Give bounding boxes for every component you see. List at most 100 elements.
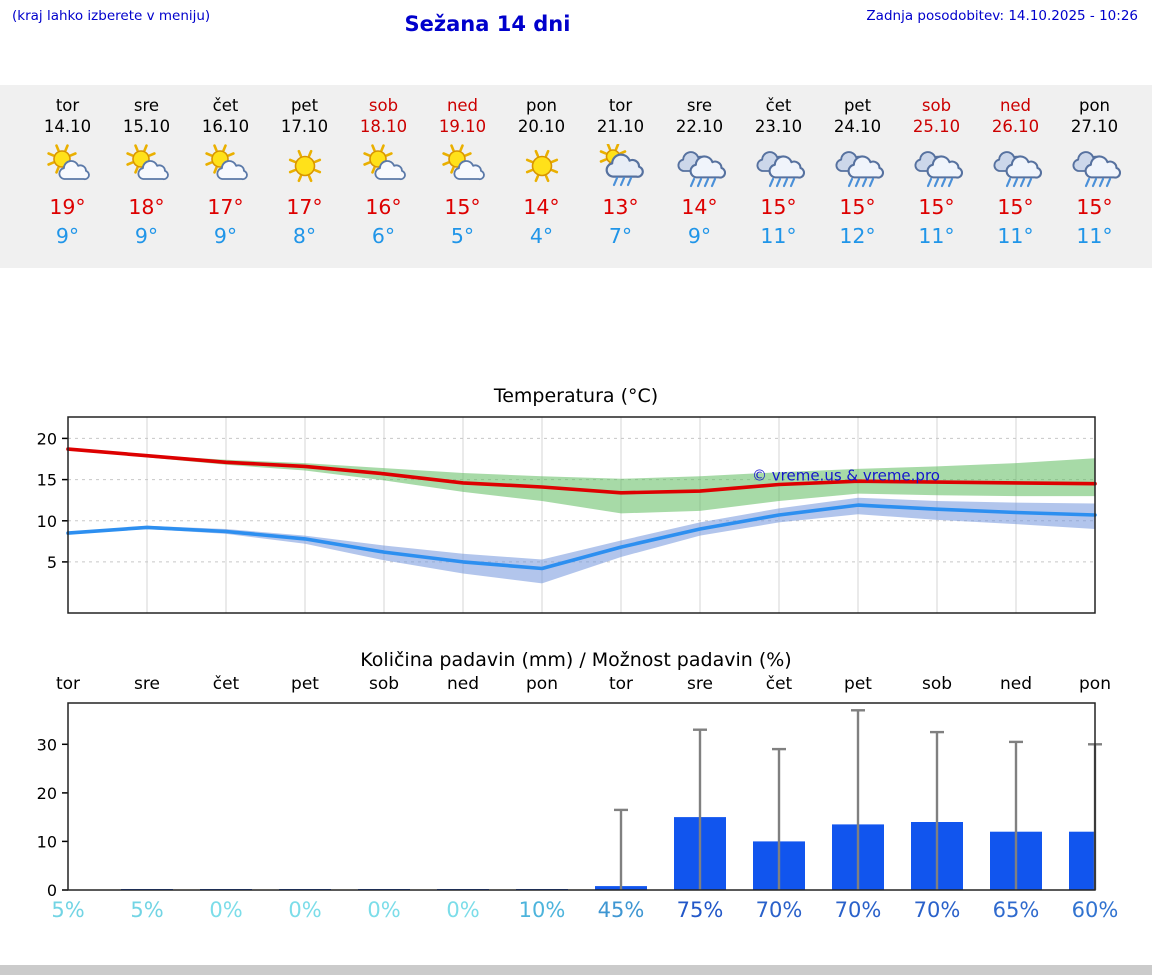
day-date: 14.10	[43, 117, 92, 136]
forecast-day[interactable]: tor 21.10 13° 7°	[581, 95, 660, 268]
min-temperature: 11°	[1076, 224, 1113, 248]
day-date: 16.10	[201, 117, 250, 136]
precipitation-chart: tor sre čet pet sob ned pon tor sre čet pet sob ned p…	[37, 674, 1119, 922]
max-temperature: 16°	[365, 195, 402, 219]
svg-text:15: 15	[37, 471, 57, 490]
page-header: (kraj lahko izberete v meniju) Sežana 14…	[0, 0, 1152, 36]
day-date: 25.10	[912, 117, 961, 136]
svg-text:10: 10	[37, 512, 57, 531]
precip-day-label: pet	[291, 674, 319, 694]
sun-rain-icon	[581, 144, 660, 190]
precip-day-label: tor	[56, 674, 80, 694]
svg-text:5: 5	[47, 553, 57, 572]
day-name: čet	[765, 96, 792, 115]
precip-probability-label: 0%	[209, 898, 242, 922]
precip-day-label: čet	[213, 674, 240, 694]
min-temperature: 9°	[134, 224, 159, 248]
min-temperature: 12°	[839, 224, 876, 248]
rain-icon	[1055, 144, 1134, 190]
rain-icon	[739, 144, 818, 190]
max-temperature: 14°	[681, 195, 718, 219]
day-name: sre	[133, 96, 160, 115]
precip-day-label: sre	[134, 674, 160, 694]
precipitation-section: Količina padavin (mm) / Možnost padavin …	[0, 649, 1152, 923]
day-name: tor	[608, 96, 633, 115]
partly-sunny-icon	[423, 144, 502, 190]
forecast-day[interactable]: sre 15.10 18° 9°	[107, 95, 186, 268]
partly-sunny-icon	[186, 144, 265, 190]
forecast-day[interactable]: pet 17.10 17° 8°	[265, 95, 344, 268]
sunny-icon	[502, 144, 581, 190]
min-temperature: 9°	[213, 224, 238, 248]
day-name: sob	[921, 96, 952, 115]
precip-probability-label: 60%	[1072, 898, 1119, 922]
rain-icon	[818, 144, 897, 190]
precip-day-label: pon	[1079, 674, 1111, 694]
precip-day-label: pet	[844, 674, 872, 694]
forecast-day[interactable]: ned 26.10 15° 11°	[976, 95, 1055, 268]
max-temperature: 19°	[49, 195, 86, 219]
partly-sunny-icon	[107, 144, 186, 190]
day-date: 22.10	[675, 117, 724, 136]
temperature-section: Temperatura (°C) 5 10 15 20 © vreme.us & vre…	[0, 385, 1152, 621]
svg-text:30: 30	[37, 735, 57, 754]
forecast-day[interactable]: sob 18.10 16° 6°	[344, 95, 423, 268]
precip-bar	[1069, 831, 1095, 890]
precip-probability-label: 0%	[446, 898, 479, 922]
min-temperature-range-band	[68, 497, 1095, 584]
max-temperature: 13°	[602, 195, 639, 219]
sunny-icon	[265, 144, 344, 190]
forecast-day[interactable]: sre 22.10 14° 9°	[660, 95, 739, 268]
max-temperature-line	[66, 447, 1097, 495]
precip-probability-label: 10%	[519, 898, 566, 922]
max-temperature: 15°	[918, 195, 955, 219]
precip-day-label: tor	[609, 674, 633, 694]
partly-sunny-icon	[28, 144, 107, 190]
forecast-day[interactable]: pet 24.10 15° 12°	[818, 95, 897, 268]
forecast-day[interactable]: čet 23.10 15° 11°	[739, 95, 818, 268]
day-name: sob	[368, 96, 399, 115]
precip-day-label: sre	[687, 674, 713, 694]
max-temperature: 15°	[839, 195, 876, 219]
day-date: 23.10	[754, 117, 803, 136]
day-name: ned	[446, 96, 479, 115]
day-date: 15.10	[122, 117, 171, 136]
forecast-day[interactable]: čet 16.10 17° 9°	[186, 95, 265, 268]
min-temperature: 11°	[760, 224, 797, 248]
precip-day-label: pon	[526, 674, 558, 694]
max-temperature: 14°	[523, 195, 560, 219]
min-temperature: 5°	[450, 224, 475, 248]
temperature-chart: 5 10 15 20 © vreme.us & vreme.pro	[37, 416, 1097, 614]
forecast-day[interactable]: pon 27.10 15° 11°	[1055, 95, 1134, 268]
footer-bar	[0, 965, 1152, 975]
day-date: 17.10	[280, 117, 329, 136]
max-temperature: 15°	[444, 195, 481, 219]
precip-probability-label: 0%	[367, 898, 400, 922]
min-temperature: 11°	[997, 224, 1034, 248]
max-temperature: 15°	[997, 195, 1034, 219]
precip-probability-label: 0%	[288, 898, 321, 922]
precip-day-label: sob	[922, 674, 952, 694]
day-name: pet	[290, 96, 319, 115]
max-temperature: 18°	[128, 195, 165, 219]
max-temperature: 15°	[1076, 195, 1113, 219]
page-title: Sežana 14 dni	[404, 12, 571, 36]
forecast-day[interactable]: ned 19.10 15° 5°	[423, 95, 502, 268]
forecast-day[interactable]: sob 25.10 15° 11°	[897, 95, 976, 268]
precip-probability-label: 5%	[51, 898, 84, 922]
day-name: sre	[686, 96, 713, 115]
day-name: tor	[55, 96, 80, 115]
min-temperature: 9°	[687, 224, 712, 248]
day-name: pon	[525, 96, 558, 115]
precip-day-label: čet	[766, 674, 793, 694]
svg-text:20: 20	[37, 784, 57, 803]
precip-probability-label: 70%	[756, 898, 803, 922]
day-name: ned	[999, 96, 1032, 115]
day-date: 26.10	[991, 117, 1040, 136]
rain-icon	[976, 144, 1055, 190]
day-name: pet	[843, 96, 872, 115]
forecast-day[interactable]: tor 14.10 19° 9°	[28, 95, 107, 268]
forecast-strip: tor 14.10 19° 9° sre 15.10 18° 9° čet 16.10 17° 9° p…	[0, 85, 1152, 268]
max-temperature: 15°	[760, 195, 797, 219]
forecast-day[interactable]: pon 20.10 14° 4°	[502, 95, 581, 268]
